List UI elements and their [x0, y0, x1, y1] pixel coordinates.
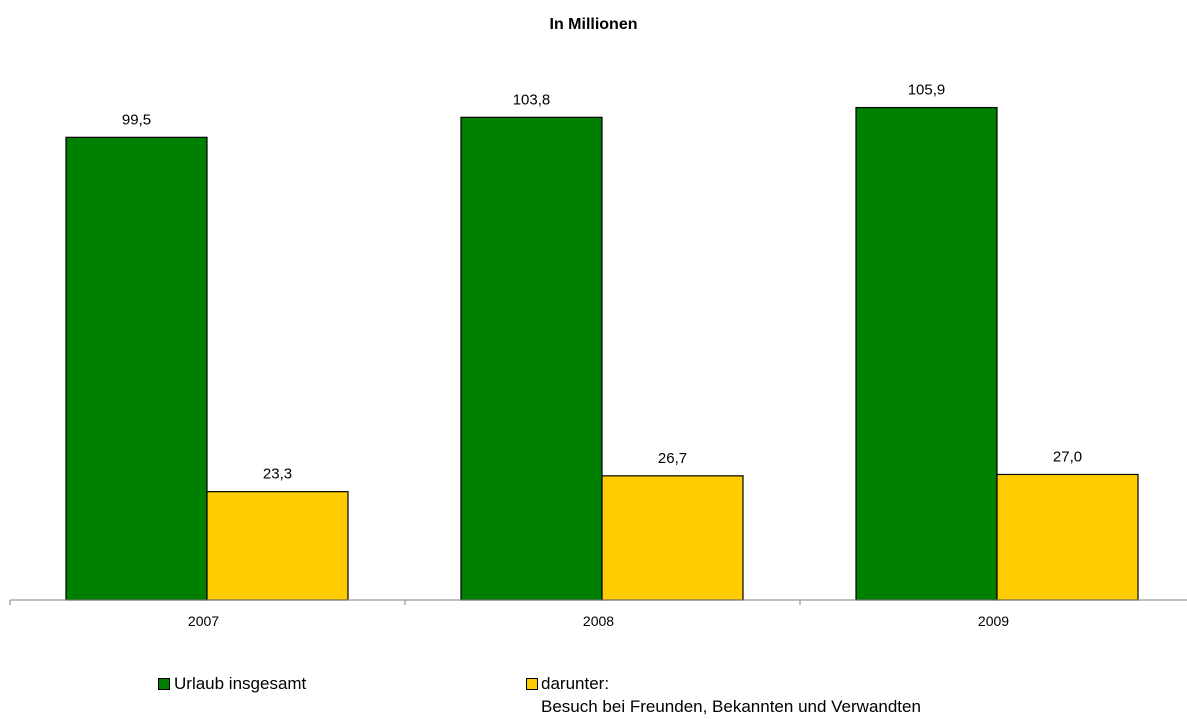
x-tick-label-2009: 2009 — [978, 613, 1009, 629]
data-label-2009-series-0: 105,9 — [908, 82, 946, 99]
x-tick-label-2007: 2007 — [188, 613, 219, 629]
legend-swatch-urlaub — [158, 678, 170, 690]
x-tick-label-2008: 2008 — [583, 613, 614, 629]
legend-label-besuch-line2: Besuch bei Freunden, Bekannten und Verwa… — [541, 697, 921, 716]
labels-layer: 99,5 23,3 2007 103,8 26,7 2008 105,9 27,0 2009 — [122, 82, 1082, 629]
bar-2007-series-0 — [65, 136, 208, 601]
legend-swatch-besuch — [526, 678, 538, 690]
data-label-2007-series-1: 23,3 — [263, 466, 292, 483]
chart-title: In Millionen — [549, 16, 638, 33]
bar-2008-series-1 — [601, 475, 744, 601]
x-axis — [9, 599, 1187, 605]
bar-2009-series-0 — [855, 106, 998, 601]
data-label-2009-series-1: 27,0 — [1053, 448, 1082, 465]
bars-layer — [65, 106, 1139, 601]
bar-2008-series-0 — [460, 116, 603, 601]
bar-2009-series-1 — [996, 473, 1139, 601]
legend-label-urlaub: Urlaub insgesamt — [174, 674, 307, 693]
legend-label-besuch-line1: darunter: — [541, 674, 610, 693]
data-label-2007-series-0: 99,5 — [122, 111, 151, 128]
bar-2007-series-1 — [206, 491, 349, 601]
data-label-2008-series-0: 103,8 — [513, 91, 551, 108]
data-label-2008-series-1: 26,7 — [658, 450, 687, 467]
